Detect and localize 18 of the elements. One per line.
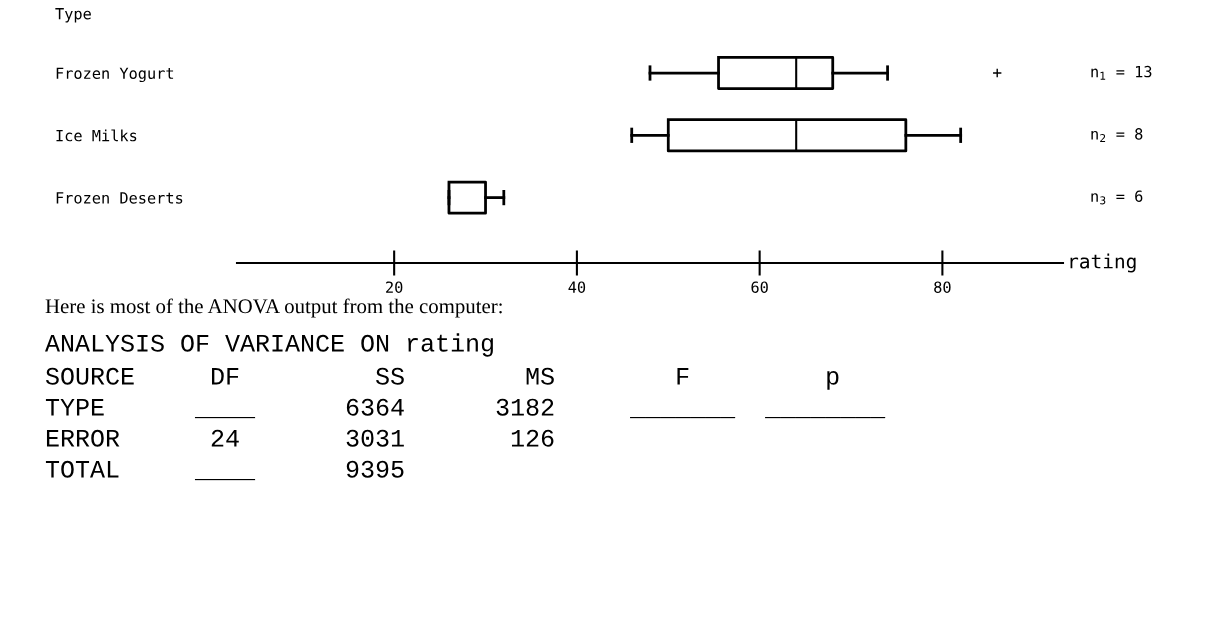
text: ANALYSIS OF VARIANCE ON rating [45,333,493,357]
y-tick-label: Frozen Yogurt [56,67,174,83]
text: Here is most of the ANOVA output from the computer: [45,298,502,318]
x-tick-label: 80 [934,281,951,293]
y2-tick-label: n$_{2}$ = 8 [1091,128,1143,142]
x-tick-label: 40 [568,281,586,293]
text: TOTAL ____ 9395 [45,460,404,481]
x-axis-title: rating [1070,253,1136,273]
y-tick-label: Frozen Deserts [56,192,183,204]
source-note: SOURCE DF SS MS F p [45,367,839,390]
x-tick-label: 20 [386,281,403,293]
y-axis-title: Type [55,8,91,23]
x-tick-label: 60 [751,281,768,293]
y2-tick-label: n$_{3}$ = 6 [1091,190,1143,205]
text: ERROR 24 3031 126 [46,429,554,447]
y2-tick-label: n$_{1}$ = 13 [1091,65,1152,80]
text: TYPE ____ 6364 3182 _______ ________ [45,398,886,419]
y-tick-label: Ice Milks [56,129,137,142]
